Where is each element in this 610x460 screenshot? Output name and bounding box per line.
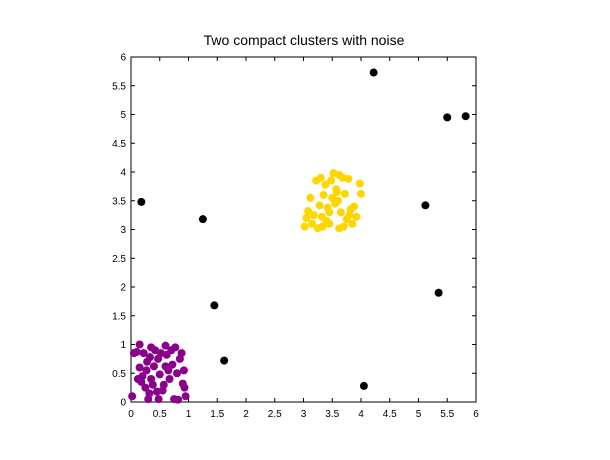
data-point-series-1 [302,214,311,222]
data-point-series-0 [159,380,168,389]
data-point-series-1 [357,189,365,198]
data-point-series-0 [179,366,188,375]
data-point-series-2 [137,197,146,206]
y-tick-label: 6 [120,53,126,64]
y-tick-label: 1.5 [112,311,126,322]
data-point-series-0 [180,383,189,392]
data-point-series-0 [164,366,173,375]
data-point-series-0 [168,360,177,369]
data-point-series-1 [348,219,357,228]
data-point-series-2 [220,356,229,365]
data-point-series-0 [165,375,174,383]
y-tick-label: 3.5 [112,196,126,207]
x-tick-label: 4.5 [383,409,397,420]
data-point-series-0 [132,347,141,356]
data-point-series-0 [181,392,190,401]
data-point-series-1 [334,196,342,205]
data-point-series-0 [154,395,163,404]
data-point-series-1 [327,176,336,185]
x-tick-label: 1 [186,409,192,420]
data-point-series-1 [309,211,318,220]
chart-title: Two compact clusters with noise [204,32,405,48]
data-point-series-1 [336,208,345,217]
data-point-series-1 [352,212,361,221]
x-tick-label: 0 [128,409,134,420]
data-point-series-2 [359,381,368,390]
data-point-series-2 [434,288,443,297]
data-point-series-1 [306,193,315,202]
data-point-series-0 [145,353,154,362]
data-point-series-0 [138,372,147,381]
data-point-series-1 [304,207,313,216]
data-point-series-1 [350,202,359,211]
y-tick-label: 0 [120,398,126,409]
data-point-series-1 [321,180,330,189]
data-point-series-2 [421,201,430,210]
data-point-series-1 [335,170,344,179]
data-point-series-1 [325,208,334,217]
data-point-series-2 [198,215,207,224]
y-tick-label: 5.5 [112,81,126,92]
data-point-series-0 [145,389,154,398]
data-point-series-1 [315,201,324,210]
y-tick-label: 0.5 [112,369,126,380]
data-point-series-0 [147,343,156,352]
data-point-series-1 [308,219,317,228]
data-point-series-0 [155,370,164,379]
y-tick-label: 3 [120,225,126,236]
data-point-series-2 [210,301,219,310]
x-tick-label: 3 [301,409,307,420]
data-point-series-1 [355,179,364,188]
data-point-series-2 [369,68,378,77]
data-point-series-0 [161,341,170,350]
y-tick-label: 1 [120,340,126,351]
x-tick-label: 5 [416,409,422,420]
data-point-series-0 [171,343,180,352]
data-point-series-1 [344,174,353,183]
data-point-series-1 [319,191,328,199]
data-point-series-2 [461,112,470,121]
data-point-series-1 [325,219,334,228]
x-tick-label: 6 [473,409,479,420]
data-point-series-0 [148,380,157,389]
x-tick-label: 3.5 [325,409,339,420]
x-tick-label: 1.5 [210,409,224,420]
data-point-series-0 [177,349,186,358]
data-point-series-0 [173,369,181,378]
y-tick-label: 4 [120,168,126,179]
data-point-series-1 [318,222,327,231]
y-tick-label: 2.5 [112,254,126,265]
data-point-series-2 [443,113,452,122]
x-tick-label: 2 [243,409,249,420]
data-point-series-0 [142,366,151,375]
x-tick-label: 4 [358,409,364,420]
data-point-series-0 [150,362,158,371]
x-tick-label: 5.5 [440,409,454,420]
y-tick-label: 2 [120,283,126,294]
data-point-series-0 [135,340,144,349]
y-tick-label: 4.5 [112,139,126,150]
data-point-series-1 [317,212,326,221]
data-point-series-0 [174,395,183,404]
data-point-series-0 [128,392,137,401]
data-point-series-1 [300,222,309,231]
data-point-series-1 [332,188,341,197]
data-point-series-0 [141,383,150,392]
y-tick-label: 5 [120,110,126,121]
data-point-series-0 [135,363,144,372]
data-point-series-1 [340,189,349,198]
x-tick-label: 2.5 [268,409,282,420]
x-tick-label: 0.5 [153,409,167,420]
data-point-series-1 [339,222,348,231]
data-point-series-1 [316,173,325,182]
data-point-series-0 [139,349,148,358]
